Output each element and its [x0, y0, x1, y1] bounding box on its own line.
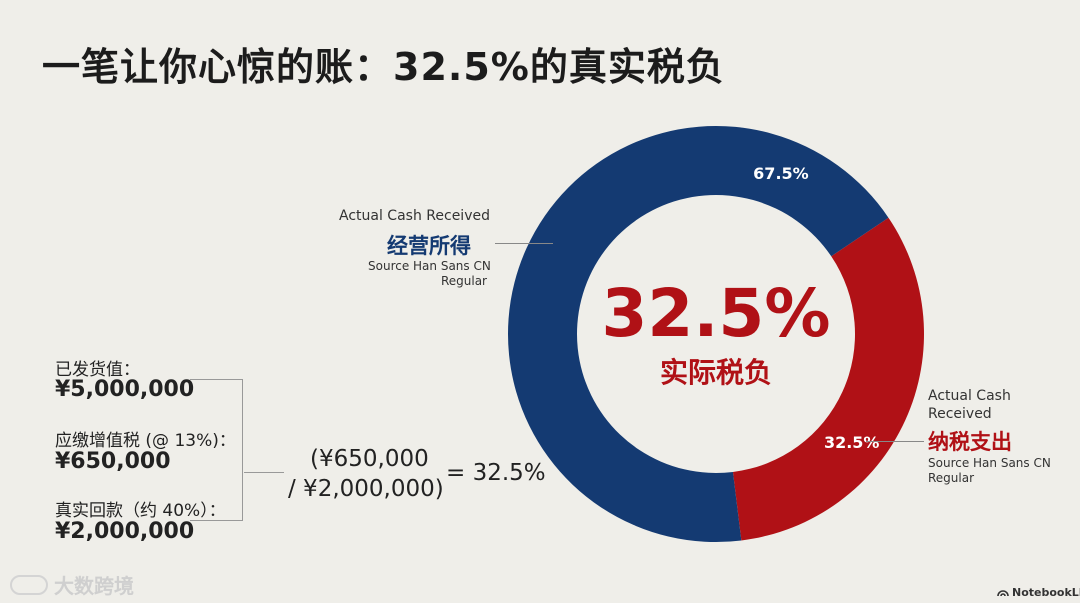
- callout-left-leader: [495, 243, 553, 244]
- calc-item-1-label: 已发货值：: [55, 360, 140, 380]
- callout-right-en-1: Actual Cash: [928, 388, 1011, 404]
- page-title: 一笔让你心惊的账：32.5%的真实税负: [42, 45, 725, 89]
- callout-right-cn: 纳税支出: [928, 430, 1012, 454]
- footer-product-text: NotebookLM: [1012, 586, 1080, 599]
- formula-fraction: (¥650,000 / ¥2,000,000): [288, 444, 444, 504]
- footer-brand-logo: 大数跨境: [10, 570, 134, 599]
- donut-value-label-income: 67.5%: [753, 164, 809, 183]
- callout-left-note-1: Source Han Sans CN: [368, 259, 491, 273]
- calc-item-3-label: 真实回款（约 40%）：: [55, 501, 226, 521]
- callout-left-note-2: Regular: [440, 274, 487, 288]
- callout-right-note-1: Source Han Sans CN: [928, 456, 1051, 470]
- callout-left-en: Actual Cash Received: [339, 208, 490, 224]
- center-label: 实际税负: [660, 356, 772, 389]
- calc-bracket-stem: [244, 472, 284, 473]
- footer-product: NotebookLM: [997, 586, 1080, 599]
- callout-left-note: Source Han Sans CN Regular: [368, 259, 491, 289]
- center-value: 32.5%: [602, 275, 831, 352]
- callout-right-note: Source Han Sans CN Regular: [928, 456, 1051, 486]
- callout-right-leader: [866, 441, 924, 442]
- calc-item-1-value: ¥5,000,000: [55, 377, 195, 402]
- donut-value-label-tax: 32.5%: [824, 433, 880, 452]
- calc-item-2-label: 应缴增值税 (@ 13%)：: [55, 431, 236, 451]
- notebooklm-icon: [997, 590, 1009, 597]
- donut-slice-tax: [732, 217, 924, 541]
- callout-right-note-2: Regular: [928, 471, 975, 485]
- footer-brand-text: 大数跨境: [54, 574, 134, 598]
- donut-slice-income: [508, 126, 889, 542]
- formula-line-1: (¥650,000: [310, 446, 429, 472]
- formula-result: = 32.5%: [446, 460, 546, 486]
- calc-item-2-value: ¥650,000: [55, 449, 171, 474]
- calc-item-3-value: ¥2,000,000: [55, 519, 195, 544]
- calc-bracket: [190, 379, 243, 521]
- brand-icon: [10, 574, 48, 595]
- callout-left-cn: 经营所得: [387, 234, 471, 258]
- callout-right-en-2: Received: [928, 406, 992, 422]
- formula-line-2: / ¥2,000,000): [288, 476, 444, 502]
